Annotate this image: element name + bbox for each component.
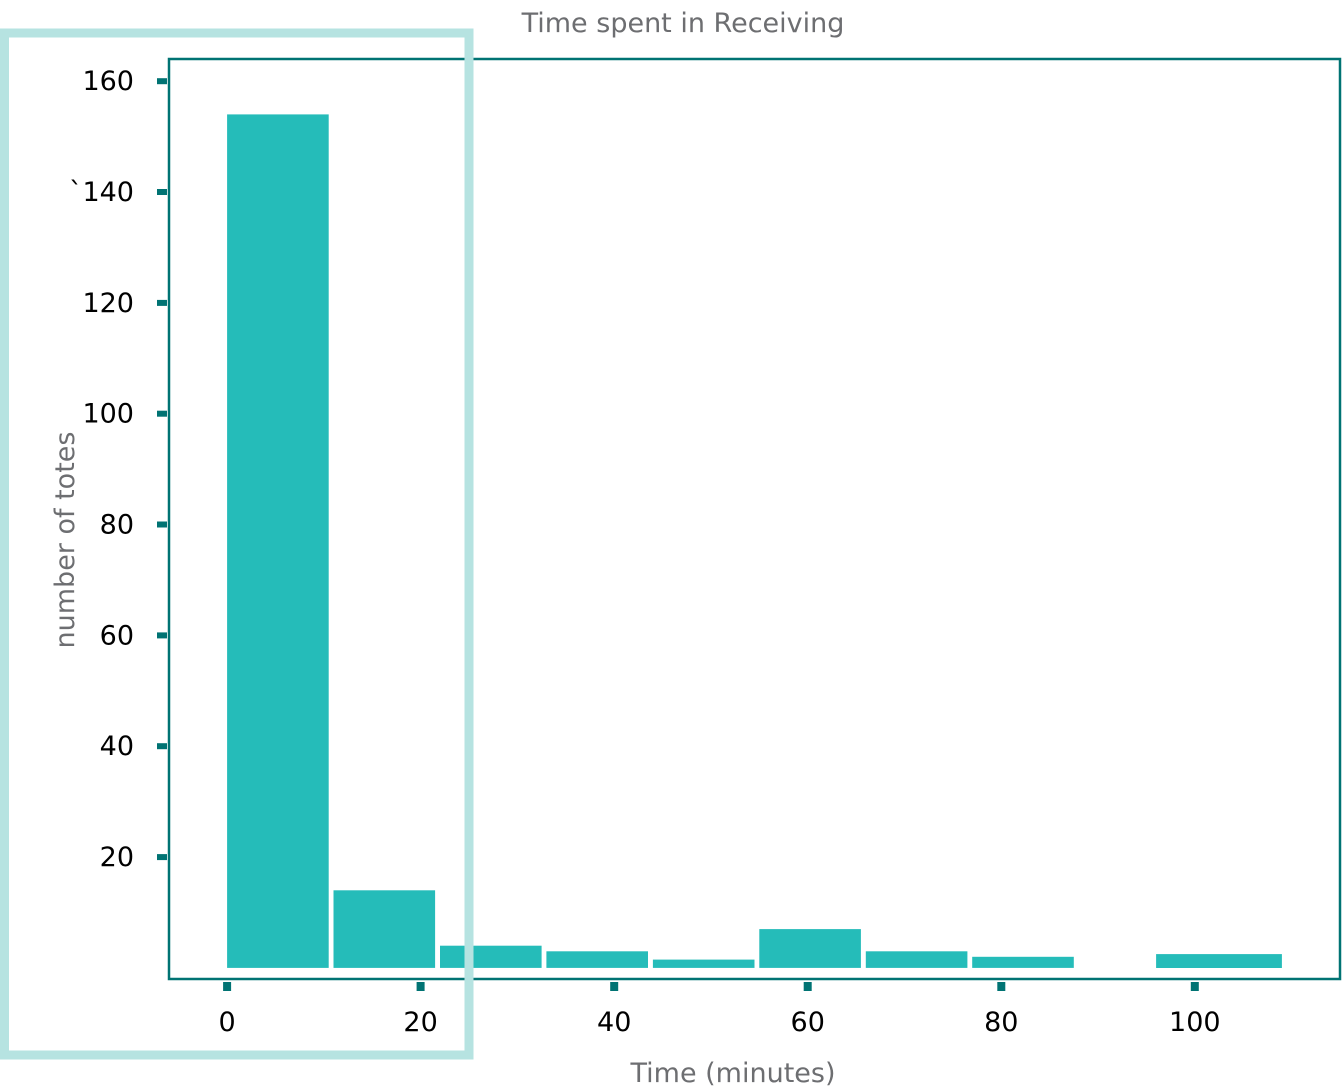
y-tick-label-140: `140: [69, 177, 134, 208]
bar-3: [546, 951, 648, 968]
x-tick-100: [1190, 982, 1199, 991]
bar-1: [333, 890, 436, 968]
bar-6: [865, 951, 968, 968]
y-tick-160: [157, 78, 167, 85]
x-tick-label-100: 100: [1169, 1007, 1221, 1038]
y-tick-140: [157, 189, 167, 195]
highlight-box: [0, 28, 474, 1060]
bar-4: [652, 959, 755, 968]
y-axis-ticks: 20 40 60 80 100 120 `140 160: [69, 66, 167, 873]
y-tick-label-20: 20: [100, 842, 134, 873]
bar-2: [440, 945, 542, 968]
x-tick-label-20: 20: [403, 1007, 437, 1038]
bar-7: [972, 956, 1074, 968]
y-tick-label-40: 40: [100, 731, 134, 762]
chart-title: Time spent in Receiving: [521, 8, 845, 39]
x-tick-label-60: 60: [791, 1007, 825, 1038]
y-tick-120: [157, 299, 167, 306]
x-axis-label: Time (minutes): [629, 1058, 835, 1086]
y-tick-60: [157, 632, 167, 639]
bar-0: [227, 114, 329, 968]
x-tick-80: [997, 982, 1006, 991]
y-tick-80: [157, 521, 167, 528]
y-tick-100: [157, 410, 167, 417]
x-axis-ticks: 0 20 40 60 80 100: [219, 982, 1221, 1038]
y-tick-label-100: 100: [82, 399, 134, 430]
y-axis-label: number of totes: [50, 432, 81, 649]
bar-8: [1156, 954, 1282, 968]
x-tick-label-80: 80: [984, 1007, 1018, 1038]
x-tick-60: [803, 982, 812, 991]
x-tick-20: [416, 982, 425, 991]
bar-5: [759, 929, 861, 968]
bars-layer: [227, 114, 1282, 968]
y-tick-label-120: 120: [82, 288, 134, 319]
x-tick-label-0: 0: [219, 1007, 236, 1038]
y-tick-40: [157, 743, 167, 750]
y-tick-label-60: 60: [100, 620, 134, 651]
y-tick-label-80: 80: [100, 510, 134, 541]
x-tick-0: [223, 982, 232, 991]
plot-frame: [167, 57, 1342, 981]
y-tick-label-160: 160: [82, 66, 134, 97]
x-tick-40: [610, 982, 619, 991]
y-tick-20: [157, 854, 167, 861]
x-tick-label-40: 40: [597, 1007, 631, 1038]
